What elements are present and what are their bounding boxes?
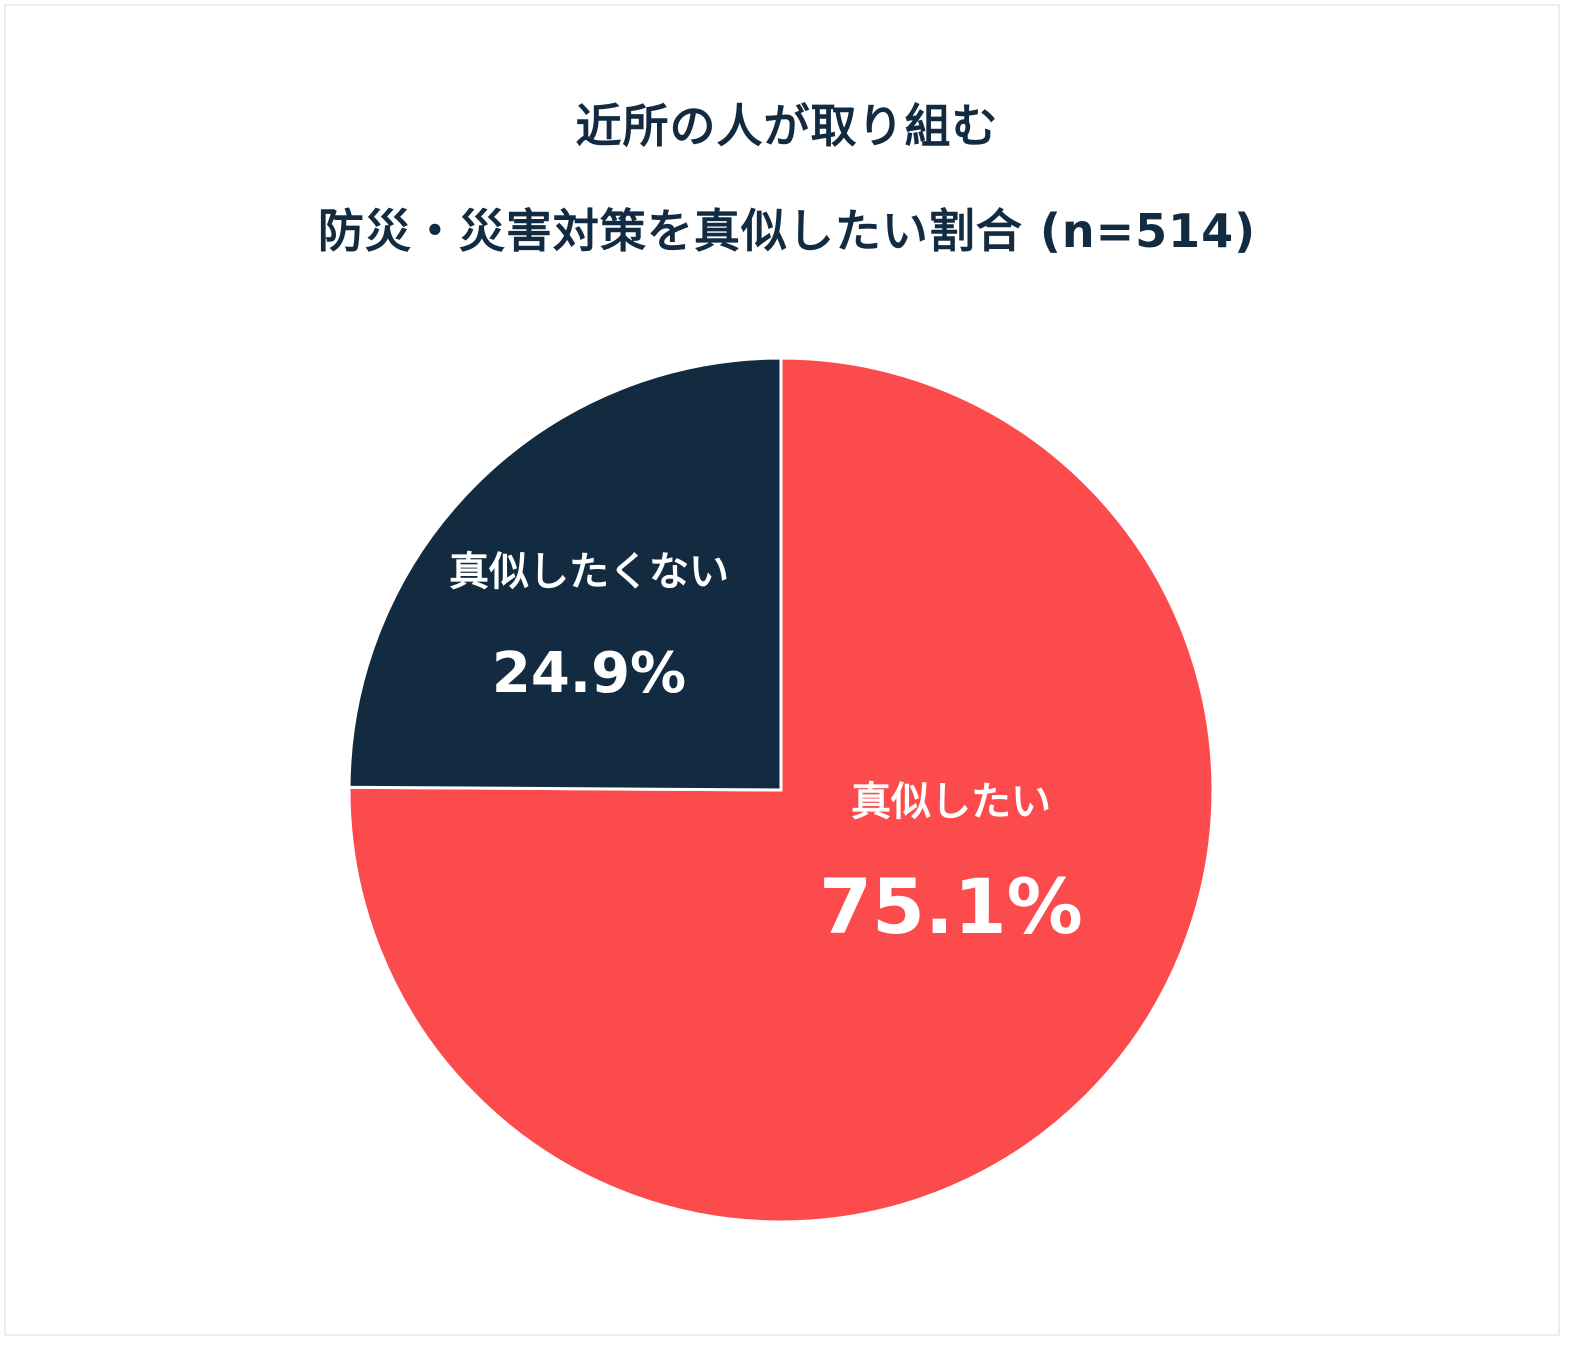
chart-title-line-2: 防災・災害対策を真似したい割合 (n=514) bbox=[317, 204, 1257, 258]
pie-slice-2 bbox=[347, 356, 783, 792]
pie-slice-1 bbox=[347, 356, 1215, 1224]
slice-value-label-1: 75.1% bbox=[819, 862, 1083, 951]
chart-title-line-1: 近所の人が取り組む bbox=[575, 99, 999, 153]
slice-name-label-2: 真似したくない bbox=[449, 549, 729, 595]
slice-name-label-1: 真似したい bbox=[851, 779, 1051, 825]
slice-value-label-2: 24.9% bbox=[492, 641, 686, 706]
